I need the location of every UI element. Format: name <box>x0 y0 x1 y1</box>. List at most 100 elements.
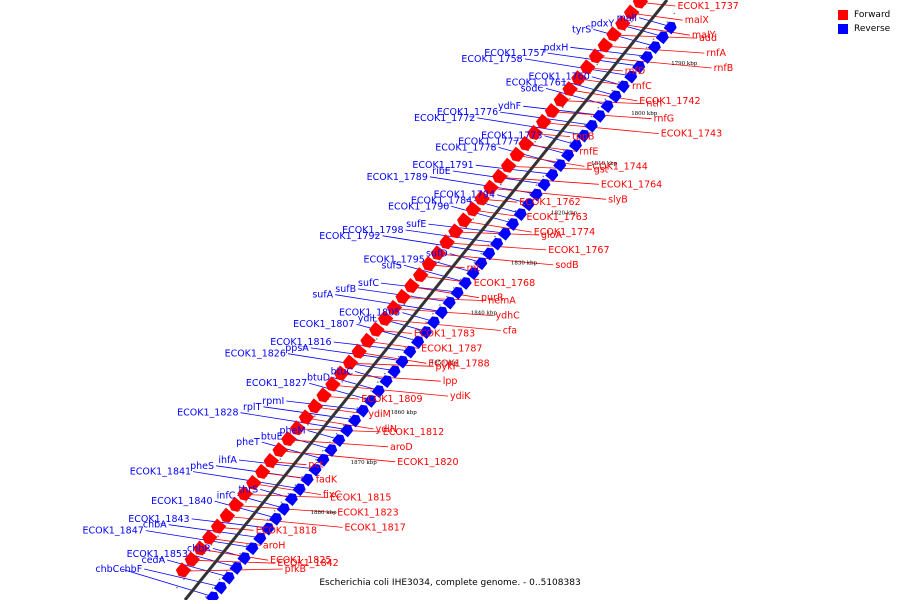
gene-label[interactable]: ECOK1_1840 <box>151 496 212 507</box>
gene-label[interactable]: pdxH <box>544 42 569 53</box>
gene-label[interactable]: ydhC <box>496 311 521 322</box>
gene-label[interactable]: ECOK1_1816 <box>270 337 331 348</box>
gene-label[interactable]: chbF <box>119 564 142 575</box>
gene-label[interactable]: ECOK1_1774 <box>534 227 595 238</box>
gene-ECOK1_1763[interactable] <box>464 201 482 218</box>
gene-ECOK1_1743[interactable] <box>534 113 552 131</box>
gene-label[interactable]: ydhF <box>498 101 521 112</box>
gene-rnfE[interactable] <box>517 135 534 153</box>
gene-ECOK1_1737[interactable] <box>631 0 649 11</box>
gene-label[interactable]: ECOK1_1737 <box>678 1 739 12</box>
gene-label[interactable]: rnfC <box>632 81 652 92</box>
gene-label[interactable]: fadK <box>316 475 338 486</box>
gene-label[interactable]: ECOK1_1764 <box>601 179 662 190</box>
gene-ECOK1_1841[interactable] <box>292 481 308 497</box>
gene-gst[interactable] <box>499 157 517 175</box>
gene-label[interactable]: pct <box>308 460 323 471</box>
gene-sufS[interactable] <box>458 275 473 290</box>
gene-ECOK1_1776[interactable] <box>584 118 600 133</box>
gene-ECOK1_1805[interactable] <box>426 314 442 330</box>
gene-label[interactable]: ydiM <box>368 409 391 420</box>
gene-label[interactable]: sufS <box>382 260 402 271</box>
gene-label[interactable]: ECOK1_1843 <box>128 514 189 525</box>
gene-chbR[interactable] <box>237 550 252 565</box>
gene-label[interactable]: pfkB <box>285 564 306 575</box>
gene-ydhF[interactable] <box>592 108 608 123</box>
gene-ECOK1_1816[interactable] <box>403 343 418 359</box>
gene-label[interactable]: sufA <box>312 290 333 301</box>
gene-label[interactable]: add <box>699 33 717 44</box>
gene-ECOK1_1784[interactable] <box>513 206 529 222</box>
gene-label[interactable]: chbC <box>95 564 119 575</box>
gene-label[interactable]: ECOK1_1807 <box>293 319 354 330</box>
gene-ECOK1_1764[interactable] <box>490 168 508 186</box>
gene-label[interactable]: pdxY <box>591 19 615 30</box>
gene-label[interactable]: ECOK1_1763 <box>527 212 588 223</box>
gene-rnfG[interactable] <box>543 103 561 120</box>
gene-sufC[interactable] <box>450 285 466 300</box>
gene-ECOK1_1809[interactable] <box>315 387 332 404</box>
gene-label[interactable]: rnfA <box>706 48 726 59</box>
gene-pfkB[interactable] <box>174 562 192 579</box>
gene-label[interactable]: ECOK1_1791 <box>412 160 473 171</box>
gene-label[interactable]: ECOK1_1787 <box>421 343 482 354</box>
gene-ECOK1_1791[interactable] <box>545 167 560 182</box>
gene-ECOK1_1792[interactable] <box>482 245 497 261</box>
gene-aroH[interactable] <box>200 529 218 547</box>
gene-label[interactable]: ECOK1_1817 <box>345 522 406 533</box>
gene-nemA[interactable] <box>394 288 411 306</box>
gene-ydiN[interactable] <box>297 409 315 426</box>
gene-label[interactable]: ECOK1_1842 <box>277 558 338 569</box>
gene-ribE[interactable] <box>537 176 552 192</box>
gene-label[interactable]: ECOK1_1784 <box>411 196 472 207</box>
gene-sufE[interactable] <box>497 226 513 241</box>
gene-ECOK1_1794[interactable] <box>521 196 537 212</box>
gene-ECOK1_1773[interactable] <box>568 137 584 153</box>
gene-rplT[interactable] <box>347 412 363 428</box>
gene-chbF[interactable] <box>213 579 229 595</box>
gene-ydiL[interactable] <box>418 324 434 339</box>
gene-label[interactable]: rplT <box>243 402 262 413</box>
gene-label[interactable]: slyB <box>608 194 628 205</box>
gene-label[interactable]: pheT <box>236 437 260 448</box>
gene-label[interactable]: ECOK1_1790 <box>388 201 449 212</box>
gene-btuC[interactable] <box>379 373 395 389</box>
gene-label[interactable]: gst <box>594 164 609 175</box>
gene-label[interactable]: sodB <box>555 260 578 271</box>
gene-ECOK1_1798[interactable] <box>490 235 505 251</box>
gene-sufB[interactable] <box>442 294 458 310</box>
gene-label[interactable]: ribE <box>432 166 451 177</box>
gene-ECOK1_1823[interactable] <box>227 496 244 514</box>
gene-label[interactable]: ECOK1_1762 <box>519 197 580 208</box>
gene-label[interactable]: btuE <box>261 431 283 442</box>
gene-label[interactable]: ppsA <box>285 343 309 354</box>
gene-ECOK1_1742[interactable] <box>561 81 578 98</box>
gene-label[interactable]: ECOK1_1760 <box>528 72 589 83</box>
gene-ECOK1_1820[interactable] <box>271 442 288 459</box>
gene-fixC[interactable] <box>244 474 262 492</box>
gene-pheS[interactable] <box>300 471 316 487</box>
gene-label[interactable]: ECOK1_1743 <box>661 129 722 140</box>
gene-slyB[interactable] <box>481 179 499 197</box>
gene-label[interactable]: sodC <box>521 83 545 94</box>
gene-label[interactable]: ECOK1_1823 <box>337 508 398 519</box>
gene-thrS[interactable] <box>284 491 300 506</box>
gene-label[interactable]: ECOK1_1825 <box>270 555 331 566</box>
gene-label[interactable]: ECOK1_1757 <box>484 48 545 59</box>
gene-ECOK1_1807[interactable] <box>411 334 426 349</box>
gene-malI[interactable] <box>663 19 679 35</box>
gene-pykF[interactable] <box>341 354 359 372</box>
gene-ydiM[interactable] <box>306 398 324 415</box>
gene-ECOK1_1843[interactable] <box>261 520 276 536</box>
gene-ECOK1_1757[interactable] <box>632 59 647 74</box>
gene-add[interactable] <box>604 26 622 43</box>
gene-aroD[interactable] <box>279 431 297 448</box>
gene-label[interactable]: ydiK <box>450 391 471 402</box>
gene-label[interactable]: ECOK1_1773 <box>481 131 542 142</box>
gene-ECOK1_1815[interactable] <box>235 485 253 503</box>
gene-label[interactable]: rpmI <box>262 396 284 407</box>
gene-chbA[interactable] <box>253 530 268 546</box>
gene-label[interactable]: infC <box>217 490 236 501</box>
gene-label[interactable]: cfa <box>503 326 517 337</box>
gene-label[interactable]: chbR <box>187 543 211 554</box>
